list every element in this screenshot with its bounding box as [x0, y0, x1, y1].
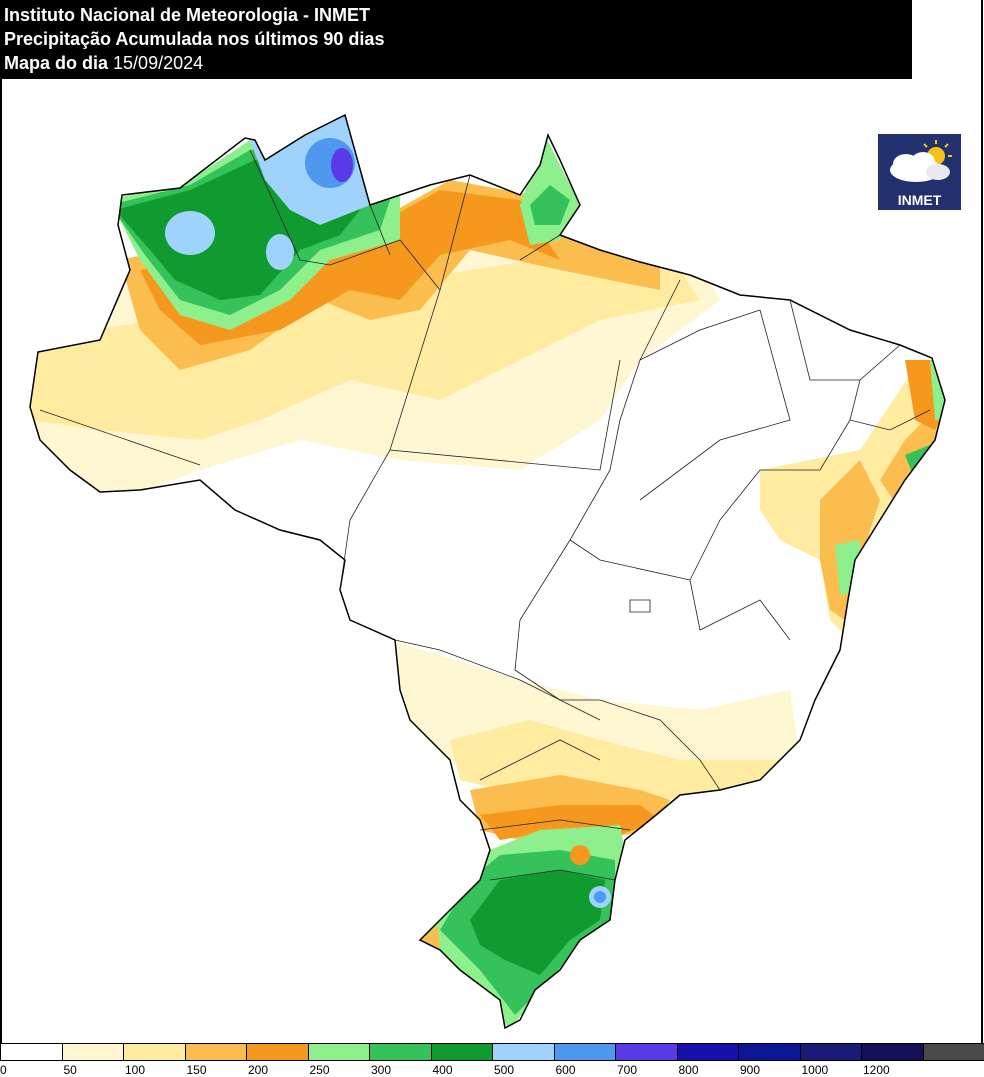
legend-label: 800 — [679, 1063, 699, 1077]
precipitation-map — [0, 79, 984, 1044]
legend-swatch — [431, 1043, 494, 1061]
legend-label: 700 — [617, 1063, 637, 1077]
legend-label: 200 — [248, 1063, 268, 1077]
legend-label: 250 — [310, 1063, 330, 1077]
map-date: 15/09/2024 — [113, 53, 203, 73]
title-line2: Precipitação Acumulada nos últimos 90 di… — [4, 29, 384, 50]
inmet-logo: INMET — [878, 134, 961, 210]
map-date-label: Mapa do dia — [4, 53, 108, 73]
legend-swatch — [800, 1043, 863, 1061]
legend-label: 400 — [433, 1063, 453, 1077]
legend-swatch — [0, 1043, 63, 1061]
legend-swatch — [185, 1043, 248, 1061]
legend-label: 100 — [125, 1063, 145, 1077]
legend-swatch — [615, 1043, 678, 1061]
logo-text: INMET — [878, 192, 961, 208]
legend-label: 900 — [740, 1063, 760, 1077]
legend-swatch — [308, 1043, 371, 1061]
legend-label: 1000 — [802, 1063, 829, 1077]
rainfall-fields — [0, 79, 984, 1044]
legend-swatch — [492, 1043, 555, 1061]
color-legend: 0 50 100 150 200 250 300 400 500 600 700 800 900 1000… — [0, 1043, 984, 1076]
legend-swatch — [62, 1043, 125, 1061]
legend-swatch — [369, 1043, 432, 1061]
legend-swatch — [738, 1043, 801, 1061]
legend-swatch — [923, 1043, 984, 1061]
legend-label: 150 — [187, 1063, 207, 1077]
legend-swatch — [677, 1043, 740, 1061]
map-header: Instituto Nacional de Meteorologia - INM… — [0, 0, 912, 79]
legend-swatch — [123, 1043, 186, 1061]
title-line1: Instituto Nacional de Meteorologia - INM… — [4, 5, 370, 26]
legend-label: 50 — [64, 1063, 77, 1077]
legend-label: 600 — [556, 1063, 576, 1077]
legend-swatch — [246, 1043, 309, 1061]
legend-label: 300 — [371, 1063, 391, 1077]
legend-label: 500 — [494, 1063, 514, 1077]
legend-label: 0 — [0, 1063, 7, 1077]
title-line3: Mapa do dia 15/09/2024 — [4, 53, 203, 74]
legend-swatch — [861, 1043, 924, 1061]
legend-swatch — [554, 1043, 617, 1061]
cloud-sun-icon — [878, 134, 961, 190]
legend-label: 1200 — [863, 1063, 890, 1077]
